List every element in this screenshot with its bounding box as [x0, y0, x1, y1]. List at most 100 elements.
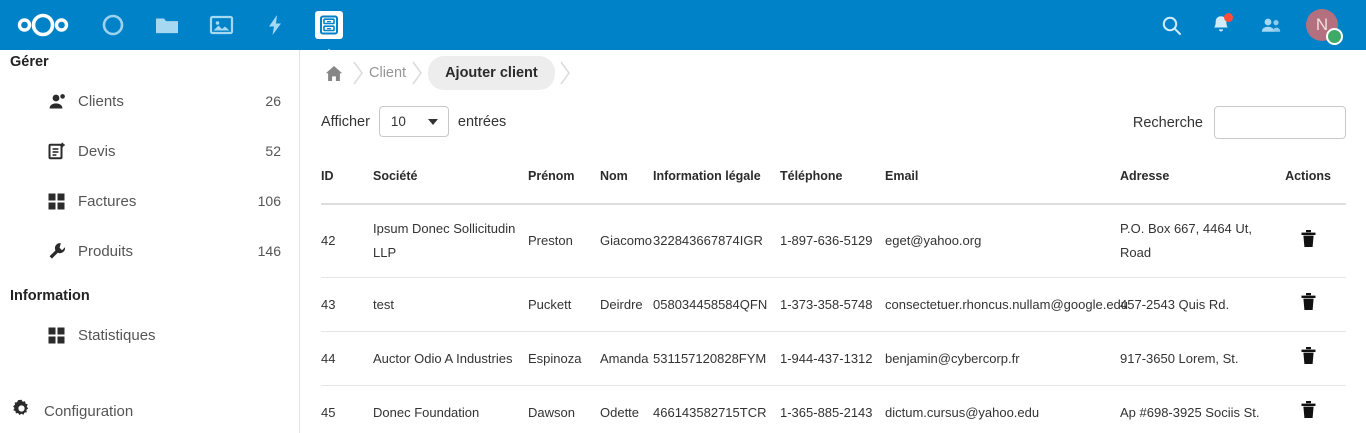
notifications-button[interactable]: [1196, 0, 1246, 50]
delete-row-button[interactable]: [1296, 398, 1320, 422]
cell-prenom: Preston: [528, 204, 600, 278]
delete-row-button[interactable]: [1296, 290, 1320, 314]
sidebar-item-clients[interactable]: Clients 26: [0, 76, 299, 126]
breadcrumb: Client Ajouter client: [301, 50, 1366, 96]
sidebar-caption-gerer: Gérer: [10, 54, 49, 70]
search-button[interactable]: [1146, 0, 1196, 50]
app-activity[interactable]: [248, 0, 302, 50]
cell-actions: [1276, 204, 1346, 278]
cell-prenom: Espinoza: [528, 331, 600, 386]
breadcrumb-home-button[interactable]: [321, 60, 347, 86]
sidebar-item-label: Clients: [78, 92, 124, 110]
sidebar-item-count: 146: [257, 243, 281, 259]
grid-icon: [48, 327, 74, 344]
sidebar-item-configuration[interactable]: Configuration: [0, 389, 299, 433]
table-row[interactable]: 45 Donec Foundation Dawson Odette 4661435827…: [321, 385, 1346, 433]
lightning-icon: [269, 15, 281, 35]
column-header-adresse[interactable]: Adresse: [1120, 150, 1276, 205]
search-input[interactable]: [1214, 106, 1346, 139]
avatar: N: [1306, 9, 1343, 45]
sidebar-item-produits[interactable]: Produits 146: [0, 226, 299, 276]
cell-prenom: Dawson: [528, 385, 600, 433]
cell-telephone: 1-373-358-5748: [780, 277, 885, 332]
table-body: 42 Ipsum Donec Sollicitudin LLP Preston Gia…: [321, 204, 1346, 433]
clients-table-wrapper: ID Société Prénom Nom Information légale…: [321, 150, 1346, 433]
sidebar-item-label: Devis: [78, 142, 116, 160]
app-header: N: [0, 0, 1366, 50]
breadcrumb-item-ajouter-client[interactable]: Ajouter client: [428, 56, 555, 90]
length-suffix-label: entrées: [457, 113, 507, 130]
contacts-icon: [1261, 18, 1281, 32]
cell-email: consectetuer.rhoncus.nullam@google.edu: [885, 277, 1128, 332]
column-header-email[interactable]: Email: [885, 150, 1120, 205]
sidebar-item-label: Factures: [78, 192, 137, 210]
sidebar-item-count: 106: [257, 193, 281, 209]
delete-row-button[interactable]: [1296, 227, 1320, 251]
cell-info-legale: 531157120828FYM: [653, 331, 780, 386]
breadcrumb-separator-icon: [555, 61, 577, 85]
clients-table: ID Société Prénom Nom Information légale…: [321, 150, 1346, 433]
trash-icon: [1301, 347, 1315, 364]
column-header-information-legale[interactable]: Information légale: [653, 150, 780, 205]
cell-adresse: 917-3650 Lorem, St.: [1120, 331, 1276, 386]
trash-icon: [1301, 293, 1315, 310]
main-content: Client Ajouter client Afficher 102550100…: [301, 50, 1366, 433]
table-row[interactable]: 44 Auctor Odio A Industries Espinoza Amanda…: [321, 331, 1346, 386]
user-menu-button[interactable]: N: [1296, 0, 1348, 50]
trash-icon: [1301, 401, 1315, 418]
wrench-icon: [48, 242, 74, 260]
length-select-wrapper: 102550100: [378, 106, 449, 137]
sidebar-item-label: Produits: [78, 242, 134, 260]
cell-info-legale: 322843667874IGR: [653, 204, 780, 278]
app-invoices[interactable]: [302, 0, 356, 50]
trash-icon: [1301, 229, 1315, 247]
column-header-nom[interactable]: Nom: [600, 150, 653, 205]
users-icon: [48, 93, 74, 110]
cell-actions: [1276, 331, 1346, 386]
app-sidebar-navigation: Gérer Clients 26 Devis 52: [0, 50, 300, 433]
length-prefix-label: Afficher: [321, 113, 370, 130]
app-photos[interactable]: [194, 0, 248, 50]
cell-societe: test: [373, 277, 528, 332]
column-header-id[interactable]: ID: [321, 150, 373, 205]
cell-info-legale: 466143582715TCR: [653, 385, 780, 433]
folder-icon: [156, 18, 178, 34]
circle-icon: [102, 14, 124, 36]
cell-email: eget@yahoo.org: [885, 204, 1120, 278]
notification-badge: [1224, 13, 1233, 22]
cell-societe: Donec Foundation: [373, 385, 528, 433]
column-header-telephone[interactable]: Téléphone: [780, 150, 885, 205]
cell-email: dictum.cursus@yahoo.edu: [885, 385, 1120, 433]
nextcloud-logo-icon: [17, 13, 69, 37]
sidebar-item-devis[interactable]: Devis 52: [0, 126, 299, 176]
nextcloud-logo[interactable]: [0, 0, 86, 50]
cell-telephone: 1-944-437-1312: [780, 331, 885, 386]
cell-telephone: 1-365-885-2143: [780, 385, 885, 433]
drawer-icon: [320, 15, 338, 35]
app-dashboard[interactable]: [86, 0, 140, 50]
breadcrumb-separator-icon: [347, 61, 369, 85]
app-navigation-icons: [0, 0, 356, 50]
cell-id: 45: [321, 385, 373, 433]
app-files[interactable]: [140, 0, 194, 50]
image-icon: [209, 15, 233, 35]
cell-id: 42: [321, 204, 373, 278]
contacts-button[interactable]: [1246, 0, 1296, 50]
sidebar-item-statistiques[interactable]: Statistiques: [0, 310, 299, 360]
table-search-control: Recherche: [1133, 106, 1346, 139]
entries-per-page-select[interactable]: 102550100: [378, 106, 449, 137]
avatar-initial: N: [1315, 15, 1329, 34]
cell-adresse: P.O. Box 667, 4464 Ut, Road: [1120, 204, 1276, 278]
column-header-prenom[interactable]: Prénom: [528, 150, 600, 205]
breadcrumb-item-client[interactable]: Client: [369, 65, 407, 81]
sidebar-item-factures[interactable]: Factures 106: [0, 176, 299, 226]
table-row[interactable]: 42 Ipsum Donec Sollicitudin LLP Preston Gia…: [321, 204, 1346, 278]
column-header-societe[interactable]: Société: [373, 150, 528, 205]
table-head: ID Société Prénom Nom Information légale…: [321, 150, 1346, 205]
delete-row-button[interactable]: [1296, 344, 1320, 368]
cell-email: benjamin@cybercorp.fr: [885, 331, 1120, 386]
table-length-control: Afficher 102550100 entrées: [321, 106, 506, 137]
table-row[interactable]: 43 test Puckett Deirdre 058034458584QFN 1-373…: [321, 277, 1346, 332]
table-controls: Afficher 102550100 entrées Recherche: [321, 102, 1346, 150]
online-status-indicator: [1326, 28, 1343, 45]
